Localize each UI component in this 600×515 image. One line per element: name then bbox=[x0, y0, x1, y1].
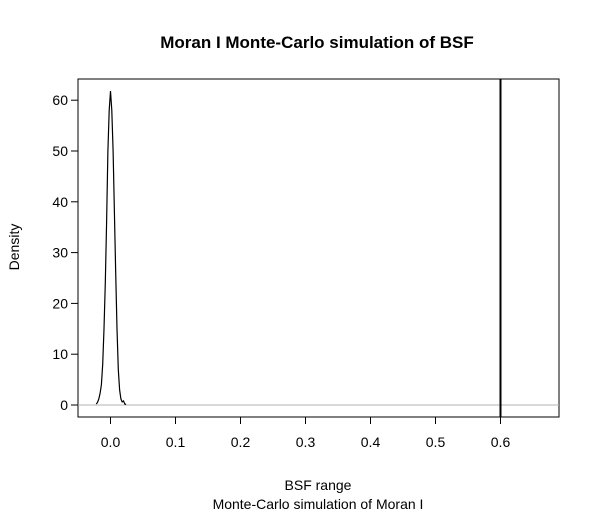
y-tick-label: 10 bbox=[52, 346, 68, 362]
plot-frame bbox=[77, 78, 560, 418]
y-axis: 0 10 20 30 40 50 60 bbox=[52, 92, 79, 413]
x-tick-label: 0.6 bbox=[491, 434, 511, 450]
density-curve bbox=[95, 91, 127, 406]
x-tick-label: 0.5 bbox=[426, 434, 446, 450]
y-tick-label: 30 bbox=[52, 245, 68, 261]
x-axis-sublabel: Monte-Carlo simulation of Moran I bbox=[213, 496, 424, 512]
chart-title: Moran I Monte-Carlo simulation of BSF bbox=[160, 33, 474, 52]
x-tick-label: 0.4 bbox=[361, 434, 381, 450]
x-axis: 0.0 0.1 0.2 0.3 0.4 0.5 0.6 bbox=[101, 416, 511, 450]
y-axis-label: Density bbox=[6, 224, 22, 271]
y-tick-label: 40 bbox=[52, 194, 68, 210]
x-tick-label: 0.3 bbox=[296, 434, 316, 450]
y-tick-label: 0 bbox=[60, 397, 68, 413]
y-tick-label: 60 bbox=[52, 92, 68, 108]
y-tick-label: 20 bbox=[52, 295, 68, 311]
y-tick-label: 50 bbox=[52, 143, 68, 159]
x-tick-label: 0.0 bbox=[101, 434, 121, 450]
x-tick-label: 0.1 bbox=[166, 434, 186, 450]
x-axis-label: BSF range bbox=[285, 477, 352, 493]
x-tick-label: 0.2 bbox=[231, 434, 251, 450]
